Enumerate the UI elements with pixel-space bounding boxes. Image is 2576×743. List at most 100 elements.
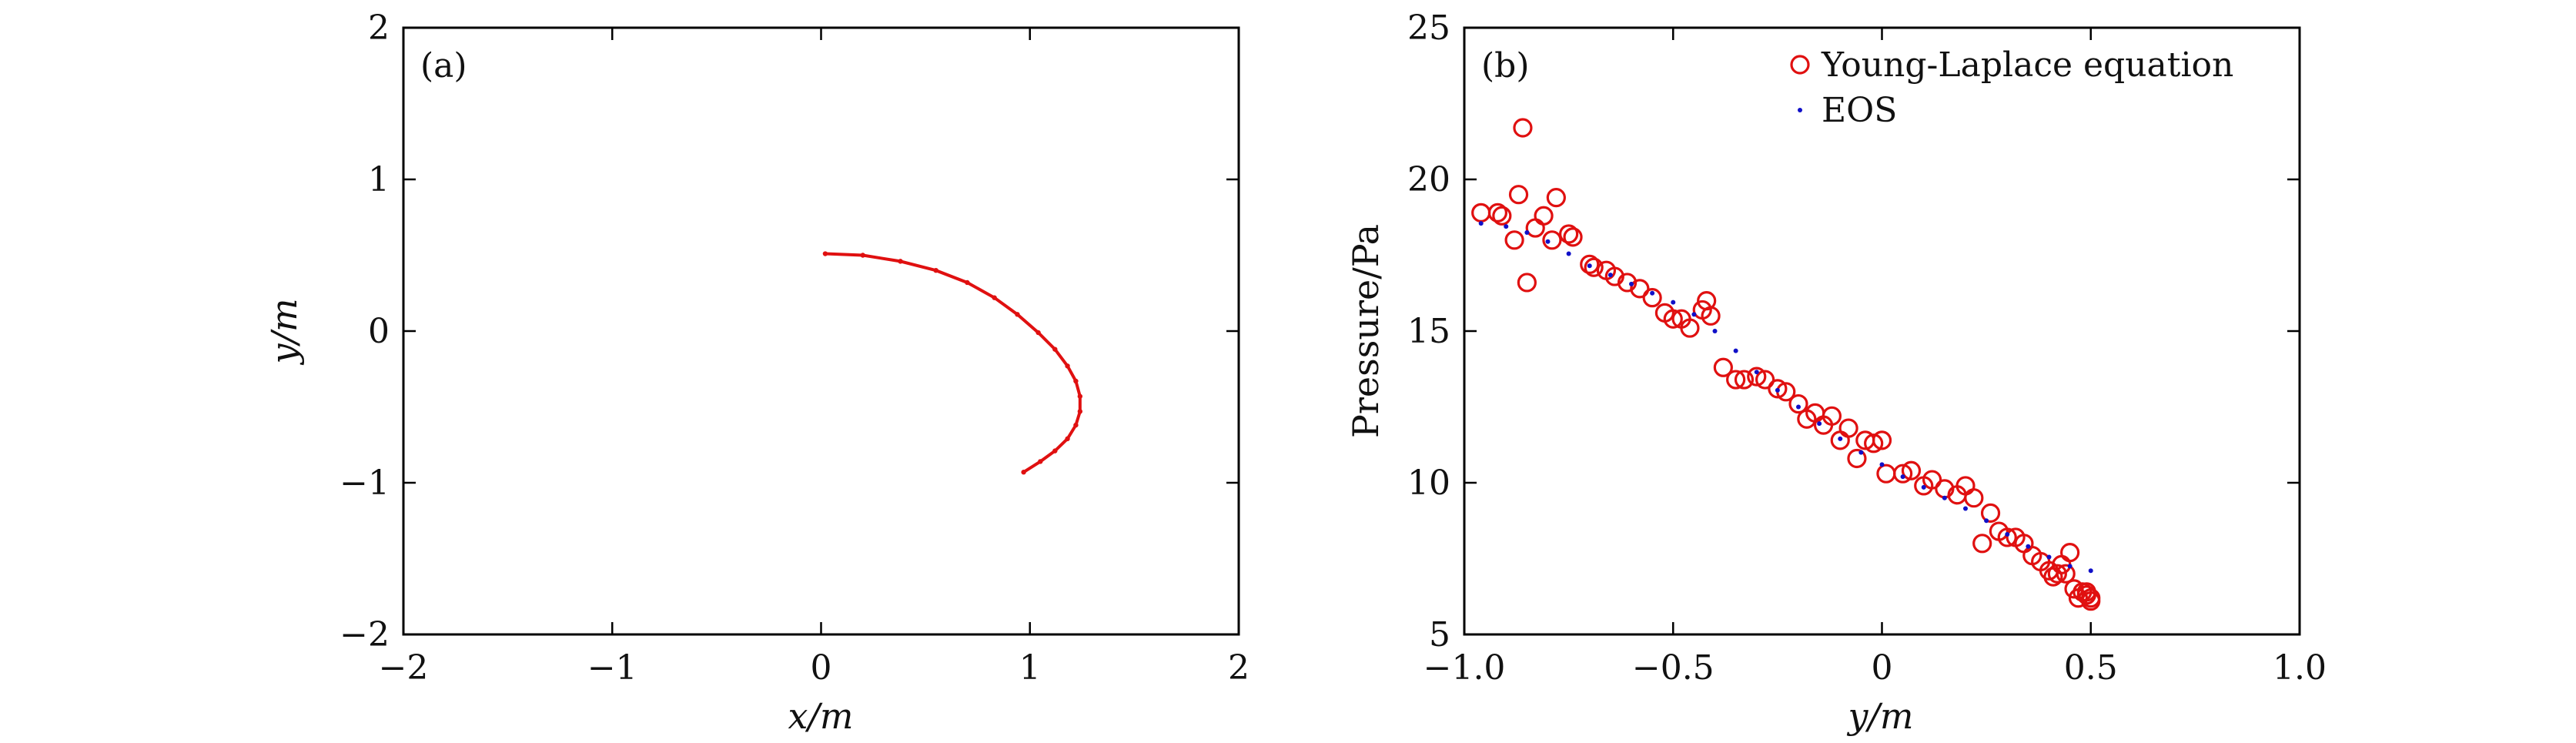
young-laplace-point <box>1542 230 1562 250</box>
young-laplace-point <box>1701 306 1721 326</box>
young-laplace-point <box>2060 543 2080 563</box>
eos-point <box>1504 224 1509 229</box>
plot-area-frame <box>402 26 1240 636</box>
eos-point <box>2026 544 2031 549</box>
young-laplace-point <box>2047 564 2067 584</box>
eos-point <box>1712 329 1718 333</box>
young-laplace-point <box>2076 582 2096 602</box>
eos-point <box>1566 251 1571 256</box>
young-laplace-point <box>1726 370 1746 390</box>
x-tick-label: −1.0 <box>1423 648 1506 688</box>
young-laplace-point <box>1922 470 1942 490</box>
y-tick-label: 25 <box>1407 8 1450 48</box>
young-laplace-point <box>1504 230 1524 250</box>
young-laplace-point <box>1822 406 1842 426</box>
eos-point <box>2067 564 2073 569</box>
young-laplace-point <box>1747 366 1767 387</box>
curve-point <box>898 259 903 264</box>
young-laplace-point <box>2056 564 2076 584</box>
panel-label: (a) <box>420 46 467 85</box>
curve-point <box>1073 422 1079 428</box>
young-laplace-point <box>1513 118 1533 138</box>
curve-point <box>1065 436 1070 442</box>
curve-point <box>1073 378 1079 384</box>
eos-point <box>1733 348 1738 353</box>
legend-marker-young-laplace <box>1790 55 1810 75</box>
eos-point <box>2005 531 2010 537</box>
curve-line <box>825 252 1082 474</box>
young-laplace-point <box>1559 224 1579 244</box>
y-tick-label: 20 <box>1407 160 1450 199</box>
young-laplace-point <box>1864 433 1884 453</box>
young-laplace-point <box>1997 527 2017 547</box>
curve-point <box>1021 470 1026 475</box>
young-laplace-point <box>1876 464 1896 484</box>
eos-point <box>1607 273 1613 278</box>
y-tick-label: −1 <box>340 464 390 503</box>
x-tick-label: 1 <box>1019 648 1041 688</box>
curve-point <box>860 253 865 258</box>
young-laplace-point <box>1872 430 1892 450</box>
eos-point <box>1587 263 1592 269</box>
curve-point <box>1052 346 1058 352</box>
young-laplace-point <box>1487 202 1508 223</box>
young-laplace-point <box>1584 257 1604 277</box>
y-tick-label: 0 <box>368 312 390 351</box>
eos-point <box>1879 462 1885 467</box>
young-laplace-point <box>1768 379 1788 399</box>
legend-marker-eos <box>1798 108 1802 112</box>
legend-label-young-laplace: Young-Laplace equation <box>1821 45 2233 85</box>
young-laplace-point <box>1755 370 1775 390</box>
y-axis-label: Pressure/Pa <box>1345 224 1387 438</box>
young-laplace-point <box>1713 357 1733 377</box>
young-laplace-point <box>1563 227 1583 247</box>
y-tick-label: 2 <box>368 8 390 48</box>
panel-a: −2 −1 0 1 2 −2 −1 0 1 2 (a) x/m y/m <box>263 8 1250 737</box>
young-laplace-point <box>1847 448 1867 469</box>
curve-point <box>1077 393 1083 399</box>
x-tick-label: 1.0 <box>2273 648 2327 688</box>
eos-point <box>1775 387 1780 393</box>
x-tick-label: −2 <box>379 648 429 688</box>
x-axis-label: y/m <box>1846 695 1913 737</box>
young-laplace-point <box>1663 309 1683 329</box>
eos-point <box>1900 474 1905 480</box>
eos-point <box>1838 436 1843 441</box>
young-laplace-point <box>1580 254 1600 274</box>
young-laplace-point <box>1630 279 1650 299</box>
eos-point <box>1817 421 1822 427</box>
x-tick-label: 0 <box>811 648 832 688</box>
eos-point <box>1984 518 1989 524</box>
data-layer <box>1471 118 2101 611</box>
legend: Young-Laplace equation EOS <box>1790 45 2233 130</box>
eos-point <box>1921 484 1926 490</box>
young-laplace-point <box>1893 464 1913 484</box>
young-laplace-point <box>1492 206 1512 226</box>
data-layer <box>822 251 1083 475</box>
eos-point <box>1942 495 1947 500</box>
young-laplace-point <box>1964 488 1984 508</box>
curve-point <box>933 268 938 273</box>
eos-point <box>1754 370 1759 375</box>
eos-point <box>1963 506 1968 511</box>
curve-point <box>1015 312 1020 317</box>
y-tick-label: 10 <box>1407 464 1450 503</box>
curve-point <box>822 251 828 256</box>
young-laplace-point <box>1734 370 1755 390</box>
eos-point <box>1629 281 1634 286</box>
curve-point <box>1065 363 1070 369</box>
eos-point <box>1671 300 1676 305</box>
young-laplace-point <box>1471 202 1491 223</box>
curve-point <box>992 295 997 300</box>
legend-label-eos: EOS <box>1822 91 1897 130</box>
y-tick-label: 5 <box>1429 615 1450 654</box>
young-laplace-point <box>1525 218 1545 238</box>
x-tick-label: 2 <box>1228 648 1250 688</box>
y-axis-label: y/m <box>263 298 305 365</box>
axis-ticks: −2 −1 0 1 2 −2 −1 0 1 2 <box>340 8 1250 688</box>
x-tick-label: 0 <box>1872 648 1893 688</box>
young-laplace-point <box>1534 206 1554 226</box>
eos-point <box>1650 290 1655 296</box>
x-tick-label: 0.5 <box>2064 648 2118 688</box>
